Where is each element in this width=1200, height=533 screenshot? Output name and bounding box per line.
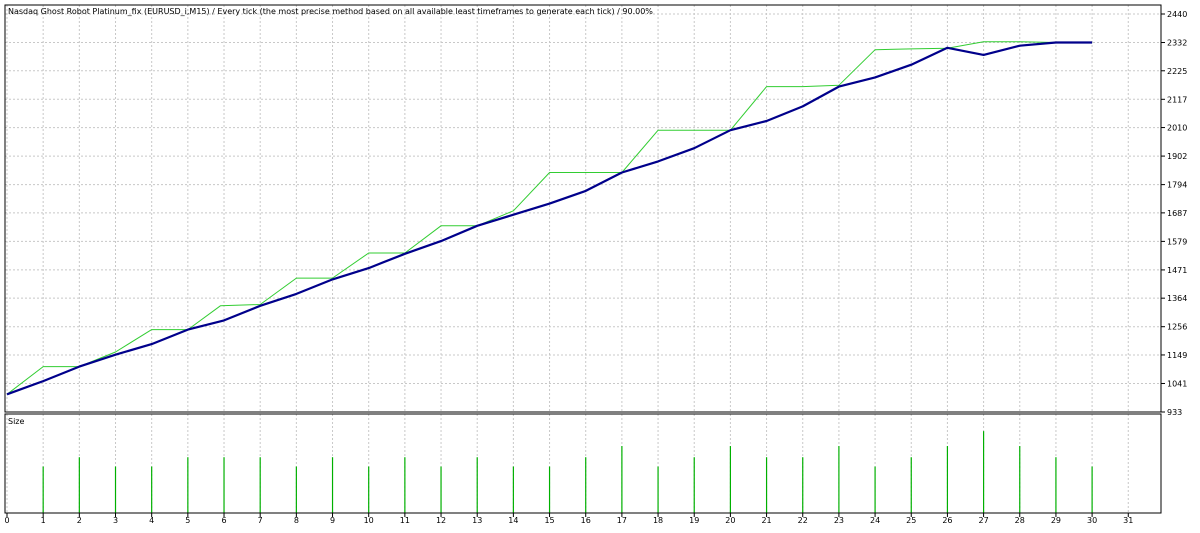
x-tick-label: 16 bbox=[581, 516, 591, 525]
x-tick-label: 17 bbox=[617, 516, 627, 525]
x-tick-label: 9 bbox=[330, 516, 335, 525]
y-tick-label: 1794 bbox=[1167, 181, 1187, 190]
x-tick-label: 28 bbox=[1015, 516, 1025, 525]
x-tick-label: 0 bbox=[4, 516, 9, 525]
x-tick-label: 4 bbox=[149, 516, 154, 525]
y-tick-label: 1149 bbox=[1167, 351, 1187, 360]
y-tick-label: 1687 bbox=[1167, 209, 1187, 218]
x-tick-label: 24 bbox=[870, 516, 880, 525]
x-tick-label: 20 bbox=[725, 516, 735, 525]
x-tick-label: 10 bbox=[364, 516, 374, 525]
x-tick-label: 29 bbox=[1051, 516, 1061, 525]
x-tick-label: 30 bbox=[1087, 516, 1097, 525]
y-tick-label: 1579 bbox=[1167, 237, 1187, 246]
y-tick-label: 1041 bbox=[1167, 379, 1187, 388]
x-tick-label: 25 bbox=[906, 516, 916, 525]
x-tick-label: 8 bbox=[294, 516, 299, 525]
x-tick-label: 13 bbox=[472, 516, 482, 525]
x-tick-label: 1 bbox=[41, 516, 46, 525]
y-tick-label: 1902 bbox=[1167, 152, 1187, 161]
y-tick-label: 2225 bbox=[1167, 67, 1187, 76]
x-tick-label: 3 bbox=[113, 516, 118, 525]
x-tick-label: 11 bbox=[400, 516, 410, 525]
x-tick-label: 21 bbox=[761, 516, 771, 525]
y-tick-label: 2010 bbox=[1167, 124, 1187, 133]
x-tick-label: 12 bbox=[436, 516, 446, 525]
chart-title: Nasdaq Ghost Robot Platinum_fix (EURUSD_… bbox=[8, 7, 653, 16]
x-tick-label: 2 bbox=[77, 516, 82, 525]
x-tick-label: 31 bbox=[1123, 516, 1133, 525]
y-tick-label: 2117 bbox=[1167, 95, 1187, 104]
size-panel-title: Size bbox=[8, 417, 25, 426]
x-tick-label: 19 bbox=[689, 516, 699, 525]
y-tick-label: 1471 bbox=[1167, 266, 1187, 275]
y-tick-label: 1364 bbox=[1167, 294, 1187, 303]
x-tick-label: 14 bbox=[508, 516, 518, 525]
x-tick-label: 7 bbox=[258, 516, 263, 525]
y-tick-label: 933 bbox=[1167, 408, 1182, 417]
y-tick-label: 2332 bbox=[1167, 39, 1187, 48]
x-tick-label: 18 bbox=[653, 516, 663, 525]
x-tick-label: 27 bbox=[978, 516, 988, 525]
x-tick-label: 5 bbox=[185, 516, 190, 525]
x-tick-label: 23 bbox=[834, 516, 844, 525]
x-tick-label: 6 bbox=[221, 516, 226, 525]
x-tick-label: 15 bbox=[544, 516, 554, 525]
y-tick-label: 2440 bbox=[1167, 10, 1187, 19]
x-tick-label: 26 bbox=[942, 516, 952, 525]
y-tick-label: 1256 bbox=[1167, 323, 1187, 332]
x-tick-label: 22 bbox=[798, 516, 808, 525]
